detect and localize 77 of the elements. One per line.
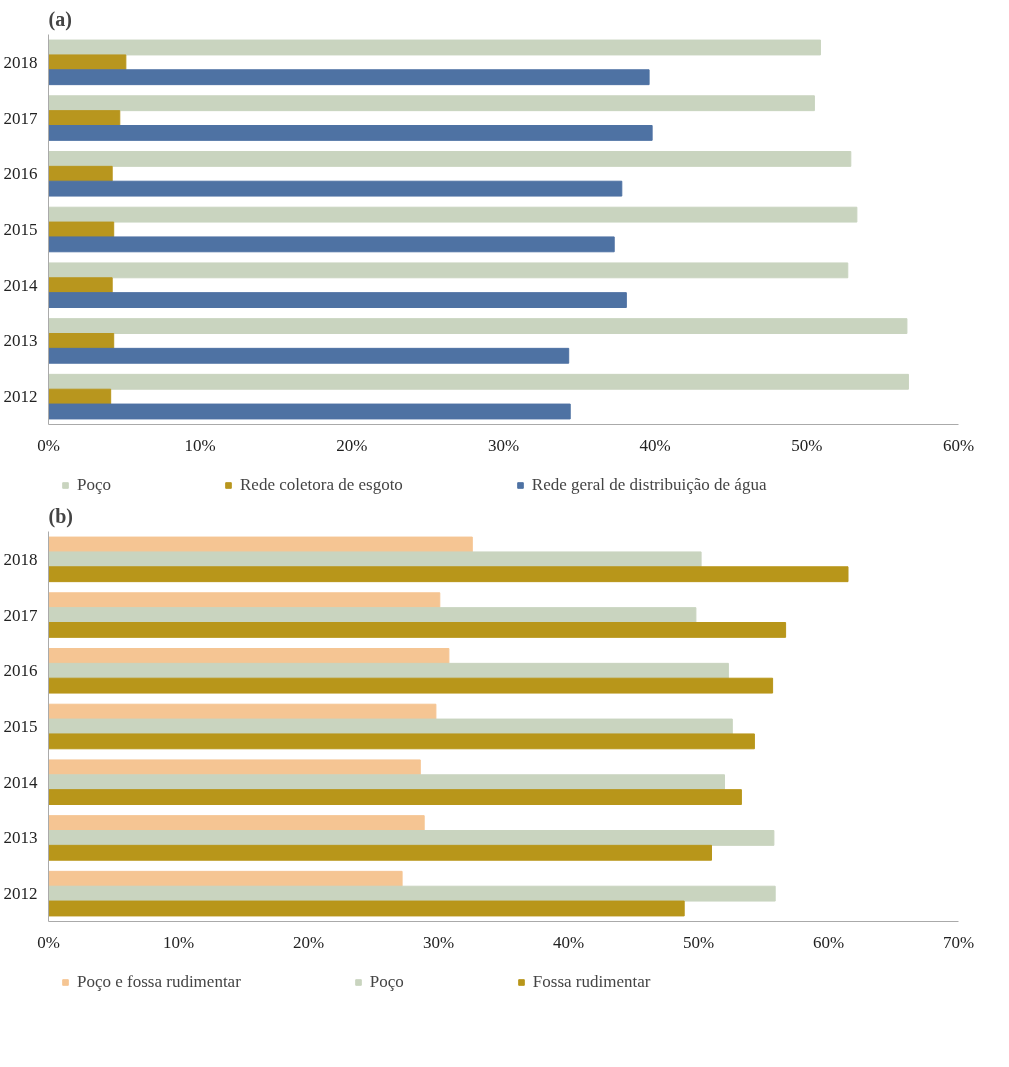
- bar: [48, 125, 653, 141]
- bar: [48, 180, 623, 197]
- bar: [48, 69, 650, 86]
- bar: [48, 536, 473, 553]
- bar: [48, 844, 712, 861]
- y-tick-label: 2012: [3, 387, 38, 407]
- bar: [48, 718, 733, 735]
- y-tick-label: 2012: [3, 884, 38, 904]
- legend-label: Poço: [369, 972, 404, 992]
- y-tick-label: 2014: [3, 275, 38, 295]
- bar: [48, 262, 849, 279]
- bar: [48, 815, 425, 831]
- bar: [48, 333, 115, 349]
- y-tick-label: 2014: [3, 772, 38, 792]
- x-tick-label: 50%: [791, 435, 823, 455]
- bar: [48, 151, 852, 167]
- bar: [48, 110, 121, 126]
- bar: [48, 789, 742, 805]
- bar: [48, 277, 113, 294]
- legend-label: Rede coletora de esgoto: [240, 475, 403, 495]
- y-tick-label: 2015: [3, 220, 38, 239]
- bar: [48, 648, 450, 664]
- bar: [48, 347, 570, 364]
- bar: [48, 774, 725, 791]
- y-tick-label: 2016: [3, 661, 38, 681]
- bar: [48, 551, 702, 568]
- bar: [48, 221, 115, 238]
- bar: [48, 403, 571, 420]
- bar: [48, 733, 755, 750]
- y-tick-label: 2016: [3, 164, 38, 184]
- x-tick-label: 10%: [162, 932, 195, 952]
- bar: [48, 759, 421, 776]
- bar: [48, 206, 858, 223]
- x-tick-label: 0%: [37, 932, 60, 952]
- x-tick-label: 10%: [184, 435, 216, 455]
- x-tick-label: 20%: [336, 435, 368, 455]
- chart-title: (b): [48, 504, 73, 528]
- bar: [48, 885, 776, 902]
- y-tick-label: 2017: [3, 108, 38, 128]
- bar: [48, 870, 403, 887]
- bar: [48, 622, 787, 638]
- bar: [48, 607, 697, 623]
- x-tick-label: 70%: [942, 932, 975, 952]
- y-tick-label: 2015: [3, 717, 38, 736]
- bar: [48, 662, 729, 679]
- bar: [48, 95, 815, 112]
- x-tick-label: 60%: [812, 932, 845, 952]
- bar: [48, 830, 775, 846]
- x-tick-label: 20%: [292, 932, 325, 952]
- bar: [48, 592, 441, 609]
- y-tick-label: 2018: [3, 549, 38, 569]
- y-tick-label: 2013: [3, 331, 38, 351]
- x-tick-label: 30%: [422, 932, 455, 952]
- x-tick-label: 50%: [682, 932, 715, 952]
- y-tick-label: 2017: [3, 605, 38, 625]
- bar: [48, 165, 113, 182]
- bar: [48, 677, 774, 694]
- legend-label: Fossa rudimentar: [532, 972, 651, 992]
- legend-label: Rede geral de distribuição de água: [531, 475, 767, 495]
- y-tick-label: 2013: [3, 828, 38, 848]
- chart-title: (a): [48, 7, 72, 31]
- bar: [48, 373, 909, 390]
- legend-label: Poço: [77, 475, 111, 495]
- bar: [48, 318, 908, 334]
- x-tick-label: 40%: [552, 932, 585, 952]
- bar: [48, 39, 821, 56]
- bar: [48, 566, 849, 583]
- x-tick-label: 40%: [639, 435, 671, 455]
- legend-label: Poço e fossa rudimentar: [77, 972, 241, 992]
- x-tick-label: 30%: [487, 435, 520, 455]
- x-tick-label: 0%: [37, 435, 60, 455]
- x-tick-label: 60%: [942, 435, 975, 455]
- bar: [48, 292, 627, 308]
- bar: [48, 900, 685, 917]
- y-tick-label: 2018: [3, 52, 38, 72]
- bar: [48, 54, 127, 71]
- bar: [48, 236, 615, 253]
